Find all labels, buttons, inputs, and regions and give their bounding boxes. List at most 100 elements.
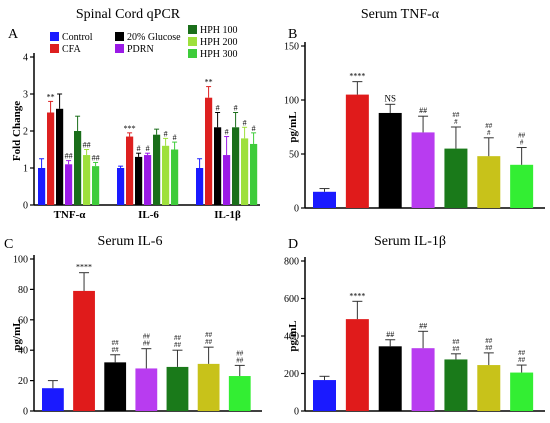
bar-6 — [510, 164, 534, 208]
panel-label: A — [8, 27, 19, 42]
bar-6 — [228, 376, 251, 411]
bar-3 — [411, 348, 435, 411]
significance-mark: # — [252, 124, 256, 133]
bar-hph-200-1 — [162, 145, 170, 205]
y-tick-label: 800 — [284, 257, 299, 268]
significance-mark-bottom: ## — [112, 346, 120, 354]
significance-mark: ## — [83, 141, 91, 150]
significance-mark: *** — [124, 124, 136, 133]
x-category-label: TNF-α — [54, 209, 87, 221]
bar-0 — [313, 191, 336, 208]
bar-4 — [444, 148, 468, 208]
y-tick-label: 2 — [23, 127, 28, 138]
significance-mark-top: ## — [112, 339, 120, 347]
bar-1 — [345, 94, 369, 208]
significance-mark: ## — [419, 321, 427, 330]
legend-label: HPH 100 — [200, 25, 238, 36]
panel-label: C — [4, 237, 13, 252]
bar-hph-100-0 — [74, 131, 82, 205]
bar-control-1 — [117, 168, 125, 205]
bar-hph-200-2 — [241, 138, 249, 205]
significance-mark-top: ## — [518, 132, 526, 140]
chart-title: Serum IL-1β — [374, 234, 446, 249]
y-tick-label: 1 — [23, 164, 28, 175]
significance-mark-top: ## — [205, 331, 213, 339]
bar-0 — [42, 388, 64, 411]
significance-mark-bottom: # — [520, 139, 524, 147]
bar-4 — [166, 366, 189, 411]
legend-label: PDRN — [127, 44, 154, 55]
x-category-label: IL-6 — [138, 209, 159, 221]
bar-pdrn-0 — [65, 164, 73, 205]
legend-swatch — [50, 32, 59, 41]
y-tick-label: 20 — [18, 376, 28, 387]
bar-5 — [477, 365, 501, 411]
bar-hph-100-1 — [153, 134, 161, 205]
significance-mark-bottom: ## — [174, 341, 182, 349]
bar-control-2 — [196, 168, 204, 205]
bar-2 — [378, 346, 402, 411]
significance-mark-bottom: ## — [518, 356, 526, 364]
significance-mark: **** — [349, 291, 365, 300]
legend-label: CFA — [62, 44, 81, 55]
bar-cfa-1 — [126, 136, 134, 205]
y-tick-label: 600 — [284, 294, 299, 305]
significance-mark: ## — [419, 106, 427, 115]
bar-pdrn-1 — [144, 155, 152, 205]
significance-mark-top: ## — [485, 337, 493, 345]
bar-0 — [313, 380, 336, 411]
significance-mark-top: ## — [452, 338, 460, 346]
bar-control-0 — [38, 168, 46, 205]
significance-mark: ## — [65, 152, 73, 161]
bar-5 — [477, 156, 501, 208]
bar-20-glucose-1 — [135, 156, 143, 205]
chart-title: Spinal Cord qPCR — [76, 7, 181, 22]
significance-mark: NS — [384, 93, 396, 103]
significance-mark-bottom: # — [487, 129, 491, 137]
bar-hph-300-1 — [171, 149, 179, 205]
legend-swatch — [188, 37, 197, 46]
chart-title: Serum TNF-α — [361, 7, 440, 22]
legend-label: HPH 200 — [200, 37, 238, 48]
bar-20-glucose-2 — [214, 127, 222, 205]
significance-mark-top: ## — [174, 334, 182, 342]
bar-5 — [197, 363, 220, 411]
bar-hph-300-0 — [92, 166, 100, 205]
bar-1 — [73, 290, 95, 411]
bar-cfa-0 — [47, 112, 55, 205]
x-category-label: IL-1β — [214, 209, 241, 221]
y-tick-label: 40 — [18, 346, 28, 357]
y-tick-label: 50 — [289, 150, 299, 161]
y-tick-label: 0 — [294, 407, 299, 418]
legend-swatch — [115, 44, 124, 53]
significance-mark: ## — [92, 153, 100, 162]
bar-20-glucose-0 — [56, 108, 64, 205]
bar-pdrn-2 — [223, 155, 231, 205]
significance-mark: **** — [76, 263, 92, 272]
bar-6 — [510, 372, 534, 411]
y-tick-label: 60 — [18, 315, 28, 326]
significance-mark-bottom: ## — [236, 356, 244, 364]
panel-label: D — [288, 237, 298, 252]
significance-mark: # — [164, 129, 168, 138]
significance-mark: # — [173, 133, 177, 142]
y-tick-label: 150 — [284, 42, 299, 53]
legend-swatch — [115, 32, 124, 41]
y-tick-label: 100 — [13, 255, 28, 266]
significance-mark-bottom: ## — [143, 340, 151, 348]
bar-3 — [411, 132, 435, 208]
legend-label: 20% Glucose — [127, 32, 181, 43]
y-tick-label: 0 — [23, 407, 28, 418]
significance-mark: # — [243, 118, 247, 127]
y-tick-label: 100 — [284, 96, 299, 107]
bar-hph-200-0 — [83, 155, 91, 205]
panel-c-serum-il6: C Serum IL-6pg/mL020406080100****########… — [4, 234, 262, 418]
legend-label: HPH 300 — [200, 49, 238, 60]
significance-mark: # — [225, 128, 229, 137]
significance-mark: # — [137, 144, 141, 153]
bar-hph-300-2 — [250, 143, 258, 205]
significance-mark-bottom: # — [454, 118, 458, 126]
legend-label: Control — [62, 32, 93, 43]
y-axis-label: pg/mL — [287, 320, 299, 351]
